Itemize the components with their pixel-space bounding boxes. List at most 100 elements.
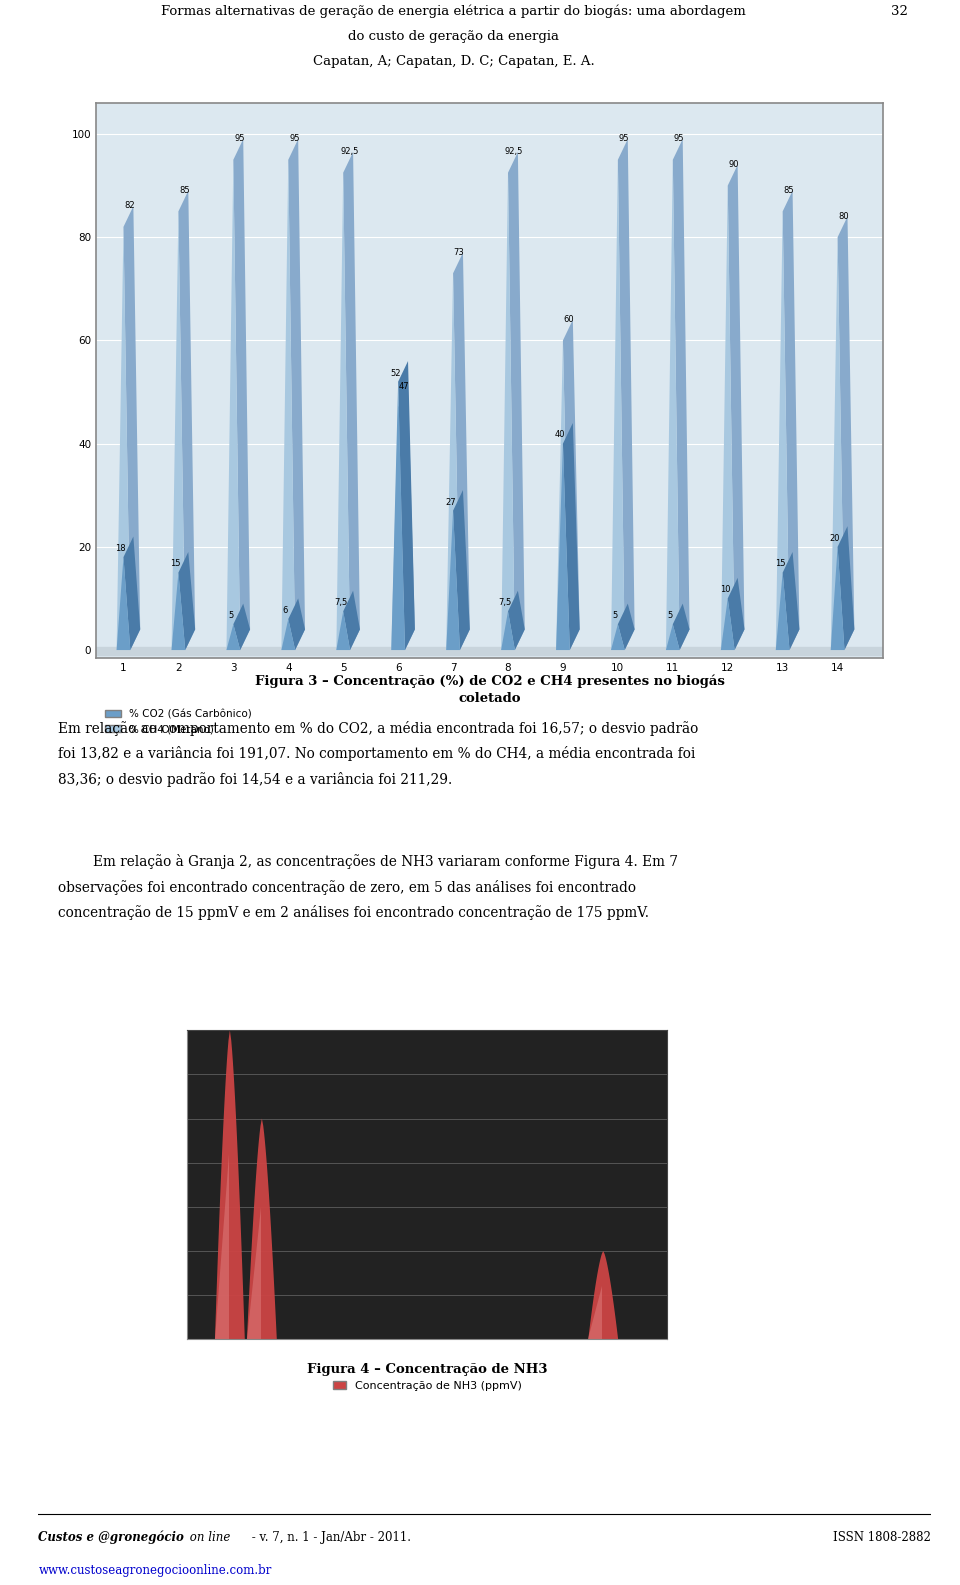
Text: 80: 80	[838, 212, 849, 220]
Polygon shape	[618, 604, 635, 650]
Text: 95: 95	[289, 135, 300, 143]
Polygon shape	[446, 273, 460, 650]
Polygon shape	[215, 1154, 228, 1339]
Text: 15: 15	[171, 560, 180, 569]
Polygon shape	[336, 173, 350, 650]
Text: 52: 52	[390, 369, 400, 377]
Polygon shape	[776, 572, 789, 650]
Polygon shape	[508, 591, 525, 650]
Polygon shape	[227, 624, 240, 650]
Text: 5: 5	[228, 612, 233, 620]
Polygon shape	[830, 547, 845, 650]
Polygon shape	[508, 152, 525, 650]
Text: 60: 60	[564, 315, 574, 323]
Polygon shape	[556, 341, 570, 650]
Polygon shape	[179, 552, 195, 650]
Polygon shape	[281, 160, 295, 650]
Polygon shape	[446, 510, 460, 650]
Polygon shape	[336, 612, 350, 650]
Polygon shape	[392, 382, 405, 650]
Text: 18: 18	[115, 544, 126, 553]
Polygon shape	[179, 190, 195, 650]
Polygon shape	[588, 1287, 602, 1339]
Polygon shape	[782, 190, 800, 650]
Polygon shape	[501, 612, 515, 650]
Polygon shape	[588, 1251, 618, 1339]
Text: ISSN 1808-2882: ISSN 1808-2882	[833, 1531, 931, 1544]
Polygon shape	[247, 1206, 261, 1339]
Polygon shape	[398, 387, 415, 650]
Polygon shape	[501, 173, 515, 650]
Text: 95: 95	[674, 135, 684, 143]
Polygon shape	[172, 211, 185, 650]
Polygon shape	[556, 444, 570, 650]
Polygon shape	[728, 165, 745, 650]
Text: Custos e @gronegócio: Custos e @gronegócio	[38, 1531, 184, 1544]
Polygon shape	[721, 185, 734, 650]
Legend: Concentração de NH3 (ppmV): Concentração de NH3 (ppmV)	[328, 1377, 526, 1395]
Polygon shape	[344, 152, 360, 650]
Text: 92,5: 92,5	[340, 147, 358, 157]
Text: Figura 4 – Concentração de NH3: Figura 4 – Concentração de NH3	[307, 1363, 547, 1376]
Text: 10: 10	[720, 585, 731, 594]
Text: Em relação à Granja 2, as concentrações de NH3 variaram conforme Figura 4. Em 7
: Em relação à Granja 2, as concentrações …	[58, 854, 678, 919]
Polygon shape	[673, 139, 689, 650]
Text: 5: 5	[667, 612, 673, 620]
Polygon shape	[673, 604, 689, 650]
Text: 47: 47	[398, 382, 410, 391]
Text: Em relação ao comportamento em % do CO2, a média encontrada foi 16,57; o desvio : Em relação ao comportamento em % do CO2,…	[58, 721, 698, 786]
Polygon shape	[453, 252, 469, 650]
Polygon shape	[618, 139, 635, 650]
Text: Capatan, A; Capatan, D. C; Capatan, E. A.: Capatan, A; Capatan, D. C; Capatan, E. A…	[313, 55, 594, 68]
Polygon shape	[782, 552, 800, 650]
Text: 85: 85	[783, 185, 794, 195]
Text: on line: on line	[185, 1531, 230, 1544]
Polygon shape	[666, 160, 680, 650]
Text: 82: 82	[124, 201, 134, 211]
Polygon shape	[611, 160, 625, 650]
Polygon shape	[233, 604, 251, 650]
Polygon shape	[721, 599, 734, 650]
Polygon shape	[227, 160, 240, 650]
Polygon shape	[728, 579, 745, 650]
Polygon shape	[172, 572, 185, 650]
Legend: % CO2 (Gás Carbônico), % CH4 (Metano): % CO2 (Gás Carbônico), % CH4 (Metano)	[101, 705, 256, 739]
Text: 7,5: 7,5	[498, 598, 512, 607]
Polygon shape	[116, 227, 131, 650]
Text: 40: 40	[555, 431, 565, 439]
Polygon shape	[288, 599, 305, 650]
Text: 5: 5	[612, 612, 617, 620]
Polygon shape	[453, 490, 469, 650]
Text: 90: 90	[729, 160, 739, 170]
Text: 6: 6	[283, 605, 288, 615]
Text: 95: 95	[618, 135, 629, 143]
Polygon shape	[392, 407, 405, 650]
Text: 27: 27	[445, 498, 456, 507]
Text: do custo de geração da energia: do custo de geração da energia	[348, 30, 559, 43]
Polygon shape	[124, 536, 140, 650]
Text: 32: 32	[892, 5, 908, 17]
Text: 95: 95	[234, 135, 245, 143]
Text: 15: 15	[775, 560, 785, 569]
Text: Formas alternativas de geração de energia elétrica a partir do biogás: uma abord: Formas alternativas de geração de energi…	[161, 5, 746, 19]
Polygon shape	[344, 591, 360, 650]
Text: - v. 7, n. 1 - Jan/Abr - 2011.: - v. 7, n. 1 - Jan/Abr - 2011.	[249, 1531, 411, 1544]
Polygon shape	[215, 1030, 245, 1339]
Polygon shape	[838, 217, 854, 650]
Polygon shape	[830, 238, 845, 650]
Polygon shape	[116, 558, 131, 650]
Text: Figura 3 – Concentração (%) de CO2 e CH4 presentes no biogás
coletado: Figura 3 – Concentração (%) de CO2 e CH4…	[254, 674, 725, 705]
Polygon shape	[247, 1119, 276, 1339]
Polygon shape	[398, 361, 415, 650]
Polygon shape	[281, 620, 295, 650]
Text: www.custoseagronegocioonline.com.br: www.custoseagronegocioonline.com.br	[38, 1564, 272, 1577]
Text: 85: 85	[180, 185, 190, 195]
Polygon shape	[838, 526, 854, 650]
Polygon shape	[563, 423, 580, 650]
Polygon shape	[666, 624, 680, 650]
Polygon shape	[233, 139, 251, 650]
Polygon shape	[288, 139, 305, 650]
Text: 20: 20	[829, 534, 840, 542]
Text: 7,5: 7,5	[334, 598, 348, 607]
Polygon shape	[563, 320, 580, 650]
